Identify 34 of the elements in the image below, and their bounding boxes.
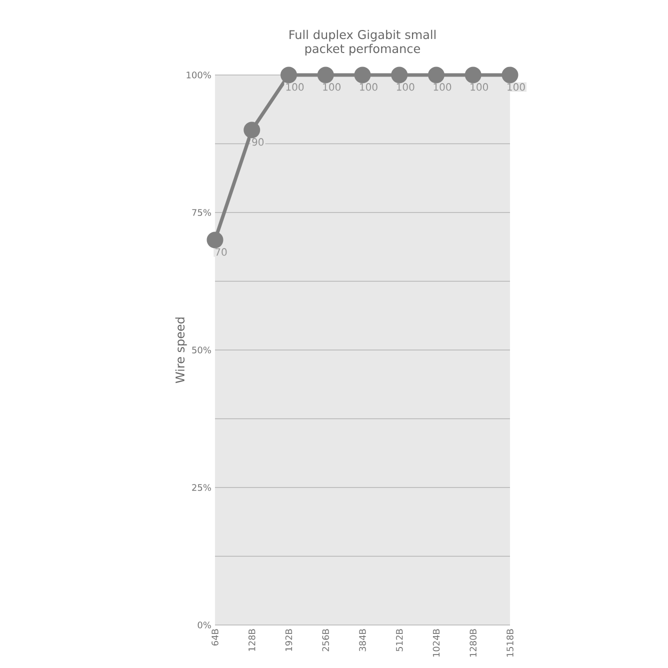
x-tick-label: 1024B (432, 629, 440, 657)
y-tick-label: 25% (192, 484, 211, 491)
y-tick-label: 50% (192, 346, 211, 354)
y-axis-title: Wire speed (175, 318, 187, 384)
x-tick-label: 64B (212, 629, 218, 646)
point (502, 66, 518, 84)
x-tick-label: 1518B (506, 629, 514, 657)
point (464, 66, 482, 84)
point (354, 66, 371, 84)
data-label: 100 (434, 83, 452, 91)
x-tick-label: 1280B (470, 629, 477, 657)
y-tick-label: 75% (192, 209, 211, 216)
x-tick-label: 384B (359, 629, 366, 652)
x-tick-label: 128B (248, 629, 256, 651)
data-label: 100 (396, 83, 414, 91)
data-label: 100 (323, 83, 341, 91)
point (317, 66, 334, 84)
data-label: 100 (360, 83, 378, 91)
x-tick-label: 256B (322, 629, 330, 652)
data-label: 100 (508, 83, 525, 91)
point (391, 66, 408, 84)
chart-title: Full duplex Gigabit small packet perfomance (290, 30, 436, 56)
point (280, 66, 297, 84)
point (428, 66, 444, 84)
data-label: 100 (286, 83, 304, 91)
data-label: 70 (215, 248, 227, 256)
point (244, 122, 260, 138)
point (206, 232, 224, 248)
x-tick-label: 192B (285, 629, 292, 651)
data-label: 90 (252, 138, 264, 146)
x-tick-label: 512B (396, 629, 403, 652)
data-label: 100 (470, 83, 488, 91)
y-tick-label: 0% (198, 622, 211, 628)
y-tick-label: 100% (186, 72, 211, 78)
